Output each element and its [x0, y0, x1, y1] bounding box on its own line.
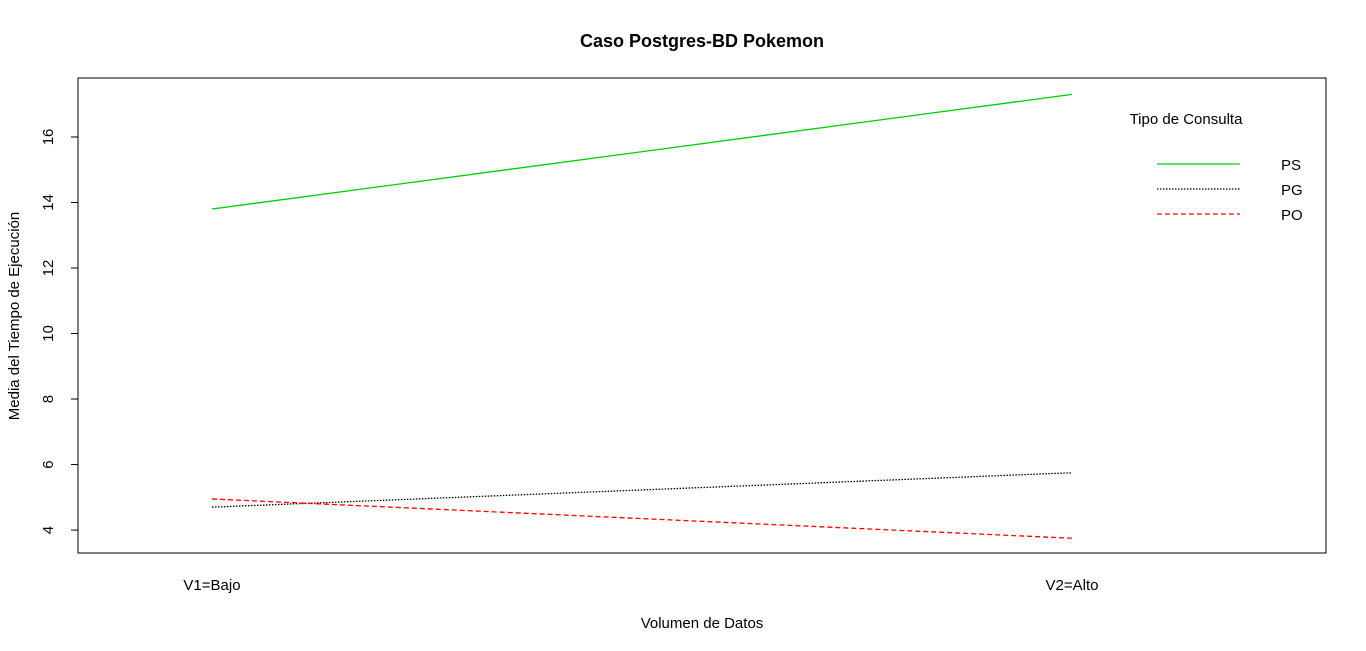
y-tick-label: 12: [40, 260, 57, 277]
y-axis-label: Media del Tiempo de Ejecución: [6, 212, 23, 420]
legend-label-po: PO: [1281, 207, 1303, 224]
legend-label-pg: PG: [1281, 182, 1303, 199]
legend: Tipo de Consulta PS PG PO: [1130, 111, 1303, 224]
y-tick-label: 8: [40, 395, 57, 403]
x-axis: V1=Bajo V2=Alto: [183, 577, 1098, 594]
series-line-po: [211, 498, 1073, 539]
series-line-pg: [211, 472, 1073, 508]
series-line-ps: [211, 93, 1073, 210]
legend-items: PS PG PO: [1157, 157, 1303, 224]
y-tick-label: 4: [40, 526, 57, 534]
chart-title: Caso Postgres-BD Pokemon: [580, 31, 824, 51]
legend-title: Tipo de Consulta: [1130, 111, 1244, 128]
plot-area-frame: [77, 77, 1327, 554]
x-category-label: V1=Bajo: [183, 577, 240, 594]
y-tick-label: 6: [40, 460, 57, 468]
x-category-label: V2=Alto: [1046, 577, 1099, 594]
y-tick-label: 16: [40, 129, 57, 146]
series-layer: [211, 93, 1073, 539]
y-tick-label: 10: [40, 325, 57, 342]
y-tick-label: 14: [40, 194, 57, 211]
legend-label-ps: PS: [1281, 157, 1301, 174]
y-axis: 4 6 8 10 12 14 16: [40, 129, 78, 534]
x-axis-label: Volumen de Datos: [641, 615, 764, 632]
